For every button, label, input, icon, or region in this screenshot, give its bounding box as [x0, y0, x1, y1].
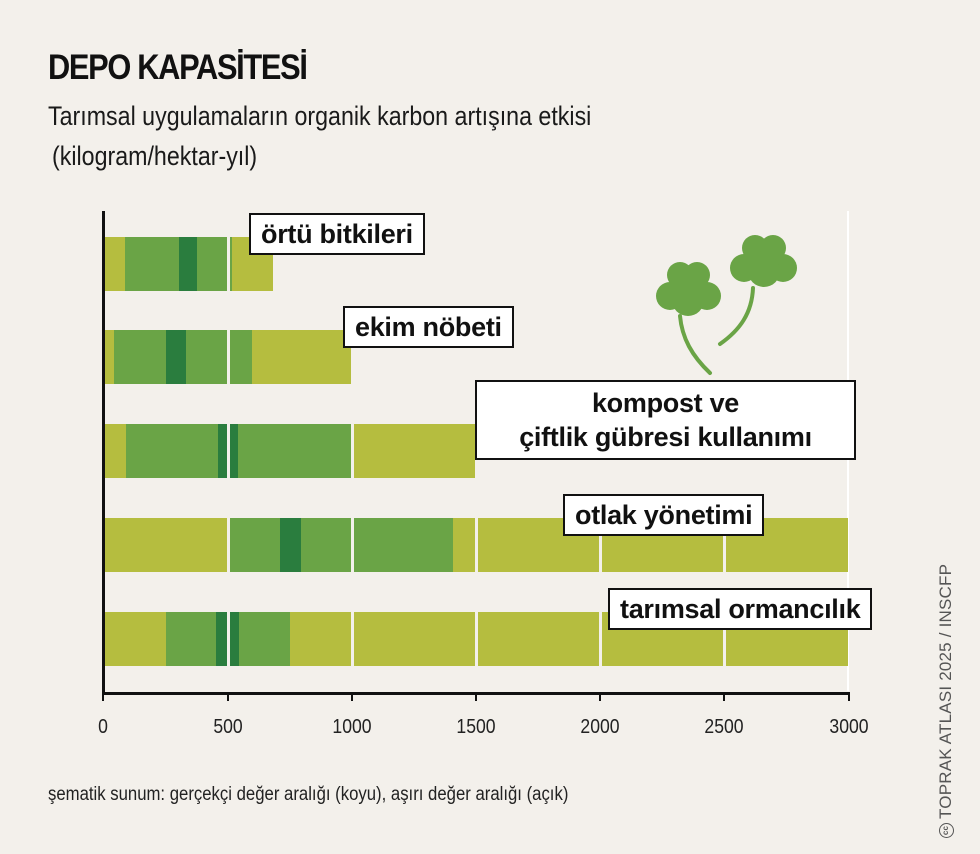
tick-label: 2500	[704, 716, 744, 738]
realistic-range	[227, 518, 453, 572]
tick-500	[227, 692, 229, 701]
gridline-overlay-500	[227, 211, 230, 691]
gridline-overlay-1000	[351, 211, 354, 691]
tick-1000	[351, 692, 353, 701]
realistic-range	[126, 424, 352, 478]
bar-cover-crops	[103, 237, 273, 291]
label-crop-rotation: ekim nöbeti	[343, 306, 514, 348]
core-range	[280, 518, 301, 572]
chart-title: DEPO KAPASİTESİ	[48, 48, 308, 87]
label-cover-crops: örtü bitkileri	[249, 213, 425, 255]
legend-footnote: şematik sunum: gerçekçi değer aralığı (k…	[48, 784, 569, 805]
tick-3000	[848, 692, 850, 701]
bar-compost	[103, 424, 475, 478]
tick-label: 1500	[456, 716, 496, 738]
tick-label: 0	[98, 716, 108, 738]
tick-label: 3000	[829, 716, 869, 738]
realistic-range	[125, 237, 232, 291]
chart-unit: (kilogram/hektar-yıl)	[52, 141, 258, 171]
core-range	[179, 237, 197, 291]
credit-text: TOPRAK ATLASI 2025 / INSCFP	[936, 563, 955, 819]
chart-subtitle: Tarımsal uygulamaların organik karbon ar…	[48, 101, 592, 131]
tick-label: 1000	[332, 716, 372, 738]
label-compost: kompost ve çiftlik gübresi kullanımı	[475, 380, 856, 460]
label-grassland: otlak yönetimi	[563, 494, 765, 536]
y-axis	[102, 211, 105, 695]
tick-2500	[723, 692, 725, 701]
tick-0	[102, 692, 104, 701]
tick-label: 500	[213, 716, 243, 738]
label-compost-line2: çiftlik gübresi kullanımı	[519, 422, 812, 452]
label-compost-line1: kompost ve	[591, 388, 740, 418]
clover-icon	[656, 235, 797, 375]
tick-label: 2000	[580, 716, 620, 738]
tick-1500	[475, 692, 477, 701]
cc-icon: cc	[939, 823, 955, 838]
core-range	[166, 330, 186, 384]
label-agroforestry: tarımsal ormancılık	[608, 588, 873, 630]
source-credit: cc TOPRAK ATLASI 2025 / INSCFP	[936, 564, 956, 838]
tick-2000	[599, 692, 601, 701]
